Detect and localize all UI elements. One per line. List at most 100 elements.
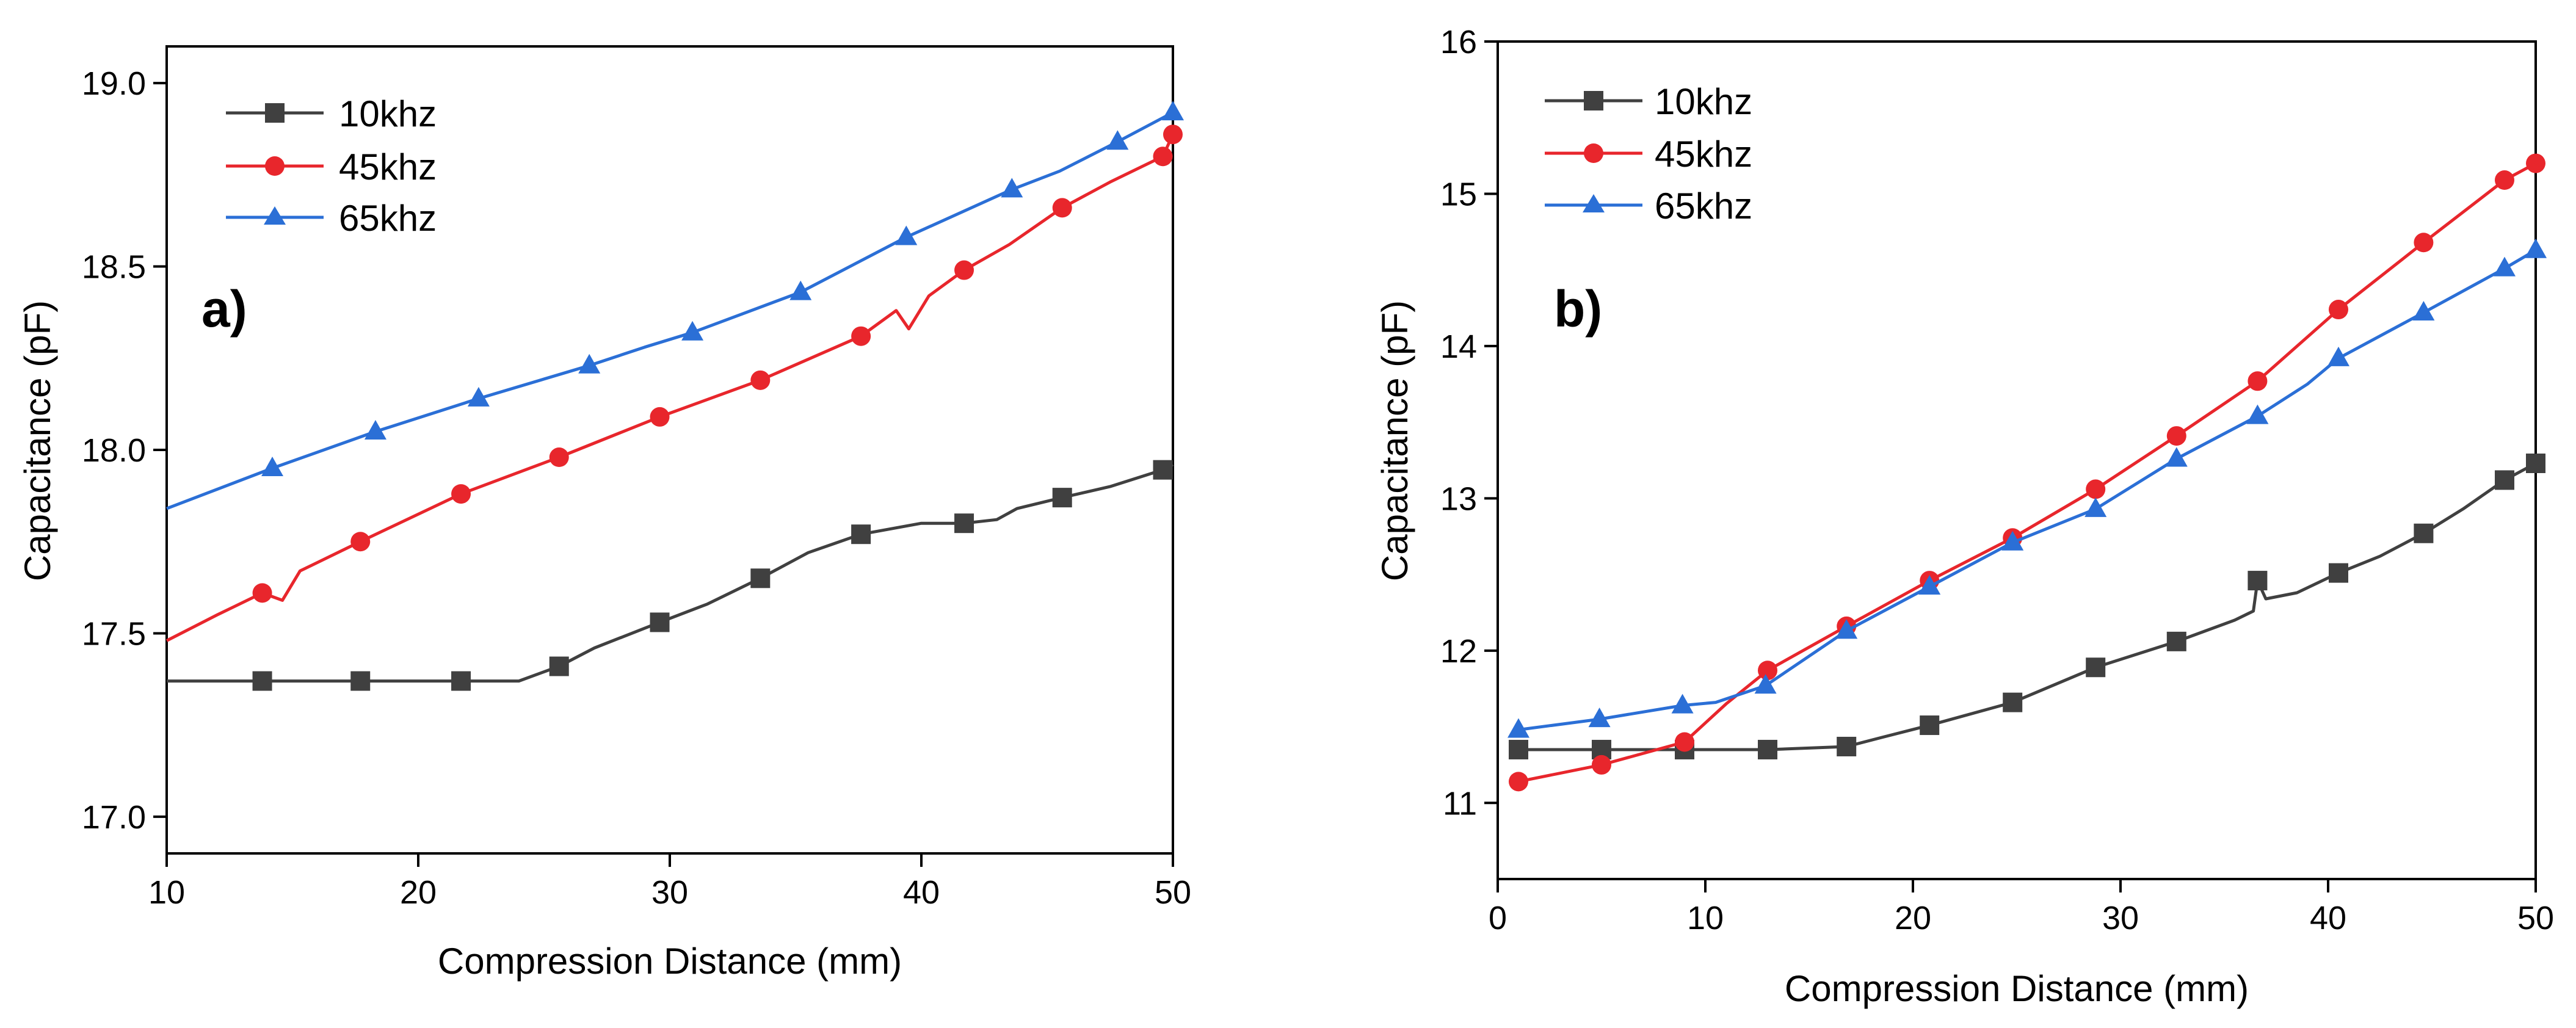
data-point-45khz <box>2086 479 2106 499</box>
data-point-10khz <box>2495 470 2514 490</box>
data-point-10khz <box>650 612 670 632</box>
legend-label-10khz: 10khz <box>339 93 437 134</box>
panel-b-x-axis-title: Compression Distance (mm) <box>1785 968 2249 1009</box>
data-point-45khz <box>1509 772 1528 792</box>
x-tick-label: 50 <box>2517 900 2554 936</box>
data-point-45khz <box>2414 233 2434 253</box>
data-point-45khz <box>252 583 272 603</box>
data-point-10khz <box>2526 453 2545 473</box>
x-tick-label: 40 <box>903 874 940 911</box>
chart-panel-a: a) Compression Distance (mm) Capacitance… <box>0 0 1258 1028</box>
legend-label-65khz: 65khz <box>339 198 437 239</box>
y-tick-label: 11 <box>1443 785 1477 822</box>
legend-label-10khz: 10khz <box>1655 81 1752 122</box>
data-point-45khz <box>1163 125 1183 145</box>
data-point-45khz <box>350 532 371 552</box>
data-point-10khz <box>2086 657 2106 678</box>
data-point-45khz <box>1758 661 1777 681</box>
panel-a-legend-item-10khz: 10khz <box>226 93 437 134</box>
data-point-45khz <box>2248 371 2268 391</box>
x-tick-label: 50 <box>1155 874 1191 911</box>
series-line-65khz <box>1518 248 2537 731</box>
data-point-65khz <box>1001 178 1023 198</box>
legend-circle-marker <box>265 156 285 176</box>
data-point-65khz <box>1835 619 1858 639</box>
data-point-65khz <box>895 225 918 245</box>
panel-b-legend-item-45khz: 45khz <box>1545 134 1752 175</box>
x-tick-label: 30 <box>651 874 688 911</box>
x-tick-label: 40 <box>2310 900 2346 936</box>
x-tick-label: 10 <box>1687 900 1724 936</box>
series-line-45khz <box>1518 162 2537 783</box>
panel-a-ticks: 10 20 30 40 50 17.0 17.5 18.0 18.5 19.0 <box>82 65 1191 911</box>
chart-panel-b: b) Compression Distance (mm) Capacitance… <box>1374 24 2554 1009</box>
data-point-65khz <box>467 386 490 407</box>
data-point-65khz <box>2525 238 2547 258</box>
legend-square-marker <box>265 103 285 123</box>
panel-a-legend: 10khz 45khz 65khz <box>226 93 437 239</box>
data-point-45khz <box>451 484 471 504</box>
data-point-45khz <box>1052 198 1072 218</box>
data-point-45khz <box>750 370 771 390</box>
panel-a-x-axis-title: Compression Distance (mm) <box>438 941 902 982</box>
panel-a-legend-item-65khz: 65khz <box>226 198 437 239</box>
y-tick-label: 13 <box>1440 480 1477 517</box>
data-point-65khz <box>1754 674 1777 694</box>
y-tick-label: 14 <box>1440 328 1477 365</box>
data-point-10khz <box>2003 692 2023 712</box>
series-line-10khz <box>1518 462 2537 751</box>
panel-a-series <box>165 101 1184 691</box>
x-tick-label: 10 <box>148 874 185 911</box>
panel-a-label: a) <box>201 280 247 338</box>
data-point-65khz <box>2165 447 2188 467</box>
data-point-65khz <box>789 280 812 300</box>
y-tick-label: 15 <box>1440 176 1477 212</box>
data-point-10khz <box>750 568 771 588</box>
legend-square-marker <box>1584 91 1603 110</box>
data-point-10khz <box>851 524 871 545</box>
data-point-45khz <box>650 407 670 427</box>
data-point-65khz <box>1671 693 1694 714</box>
data-point-10khz <box>549 656 569 676</box>
data-point-65khz <box>578 353 601 374</box>
data-point-10khz <box>2248 571 2268 591</box>
data-point-65khz <box>1162 101 1184 121</box>
data-point-45khz <box>1675 732 1694 752</box>
data-point-65khz <box>364 419 386 440</box>
y-tick-label: 17.5 <box>82 615 146 652</box>
legend-triangle-marker <box>1583 194 1605 212</box>
data-point-10khz <box>1758 739 1777 759</box>
data-point-65khz <box>2327 346 2349 366</box>
panel-b-series <box>1508 153 2547 792</box>
data-point-10khz <box>350 671 371 691</box>
panel-b-ticks: 0 10 20 30 40 50 11 12 13 14 15 16 <box>1440 24 2554 936</box>
y-tick-label: 16 <box>1440 24 1477 60</box>
panel-b-plot-area <box>1497 40 2547 880</box>
data-point-65khz <box>2084 497 2107 517</box>
data-point-10khz <box>2166 631 2186 651</box>
panel-b-legend: 10khz 45khz 65khz <box>1545 81 1752 226</box>
data-point-65khz <box>2494 256 2516 277</box>
legend-label-65khz: 65khz <box>1655 186 1752 226</box>
panel-b-label: b) <box>1554 280 1602 338</box>
data-point-45khz <box>851 326 871 346</box>
legend-label-45khz: 45khz <box>339 147 437 187</box>
data-point-10khz <box>954 513 974 534</box>
panel-b-legend-item-10khz: 10khz <box>1545 81 1752 122</box>
data-point-10khz <box>252 671 272 691</box>
data-point-65khz <box>2412 301 2435 321</box>
data-point-65khz <box>681 320 704 341</box>
panel-b-legend-item-65khz: 65khz <box>1545 186 1752 226</box>
y-tick-label: 17.0 <box>82 799 146 836</box>
x-tick-label: 0 <box>1489 900 1507 936</box>
data-point-65khz <box>261 457 284 477</box>
data-point-10khz <box>1052 488 1072 508</box>
data-point-45khz <box>549 447 569 468</box>
data-point-10khz <box>1920 715 1940 736</box>
data-point-45khz <box>2329 300 2348 320</box>
legend-circle-marker <box>1584 143 1603 163</box>
x-tick-label: 20 <box>1895 900 1931 936</box>
data-point-45khz <box>2166 426 2186 446</box>
series-line-45khz <box>165 134 1175 642</box>
